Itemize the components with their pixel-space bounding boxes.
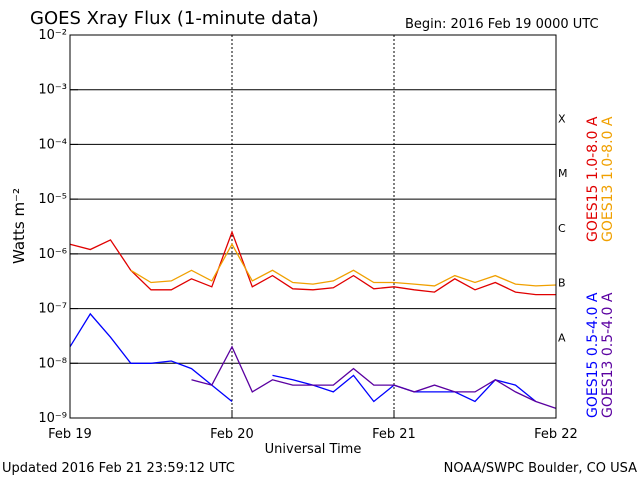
- plot-frame: [69, 34, 557, 419]
- y-tick-label: 10⁻⁹: [38, 411, 67, 426]
- x-tick-label: Feb 19: [48, 427, 92, 442]
- series-line: [69, 312, 233, 403]
- legend-label: GOES13 1.0-8.0 A: [600, 116, 616, 242]
- flare-class-label: C: [558, 222, 566, 235]
- x-tick-label: Feb 22: [534, 427, 578, 442]
- footer-left: Updated 2016 Feb 21 23:59:12 UTC: [2, 461, 235, 476]
- y-tick-label: 10⁻⁴: [38, 137, 67, 152]
- legend-label: GOES13 0.5-4.0 A: [600, 292, 616, 418]
- legend-label: GOES15 0.5-4.0 A: [585, 292, 601, 418]
- y-tick-label: 10⁻⁶: [38, 247, 67, 262]
- flare-class-label: A: [558, 331, 566, 344]
- series-line: [130, 242, 557, 287]
- chart-title: GOES Xray Flux (1-minute data): [30, 8, 319, 29]
- chart-subtitle: Begin: 2016 Feb 19 0000 UTC: [405, 17, 599, 32]
- x-axis-label: Universal Time: [265, 442, 362, 457]
- legend-label: GOES15 1.0-8.0 A: [585, 116, 601, 242]
- y-tick-label: 10⁻²: [38, 28, 67, 43]
- flare-class-label: X: [558, 112, 566, 125]
- x-tick-label: Feb 21: [372, 427, 416, 442]
- y-tick-label: 10⁻⁷: [38, 302, 67, 317]
- y-tick-label: 10⁻³: [38, 83, 67, 98]
- footer-right: NOAA/SWPC Boulder, CO USA: [444, 461, 637, 476]
- y-tick-label: 10⁻⁸: [38, 356, 67, 371]
- y-tick-label: 10⁻⁵: [38, 192, 67, 207]
- flare-class-label: M: [558, 167, 568, 180]
- x-tick-label: Feb 20: [210, 427, 254, 442]
- series-line: [69, 230, 556, 296]
- series-line: [191, 345, 557, 410]
- flare-class-label: B: [558, 277, 566, 290]
- y-axis-label: Watts m⁻²: [10, 188, 28, 264]
